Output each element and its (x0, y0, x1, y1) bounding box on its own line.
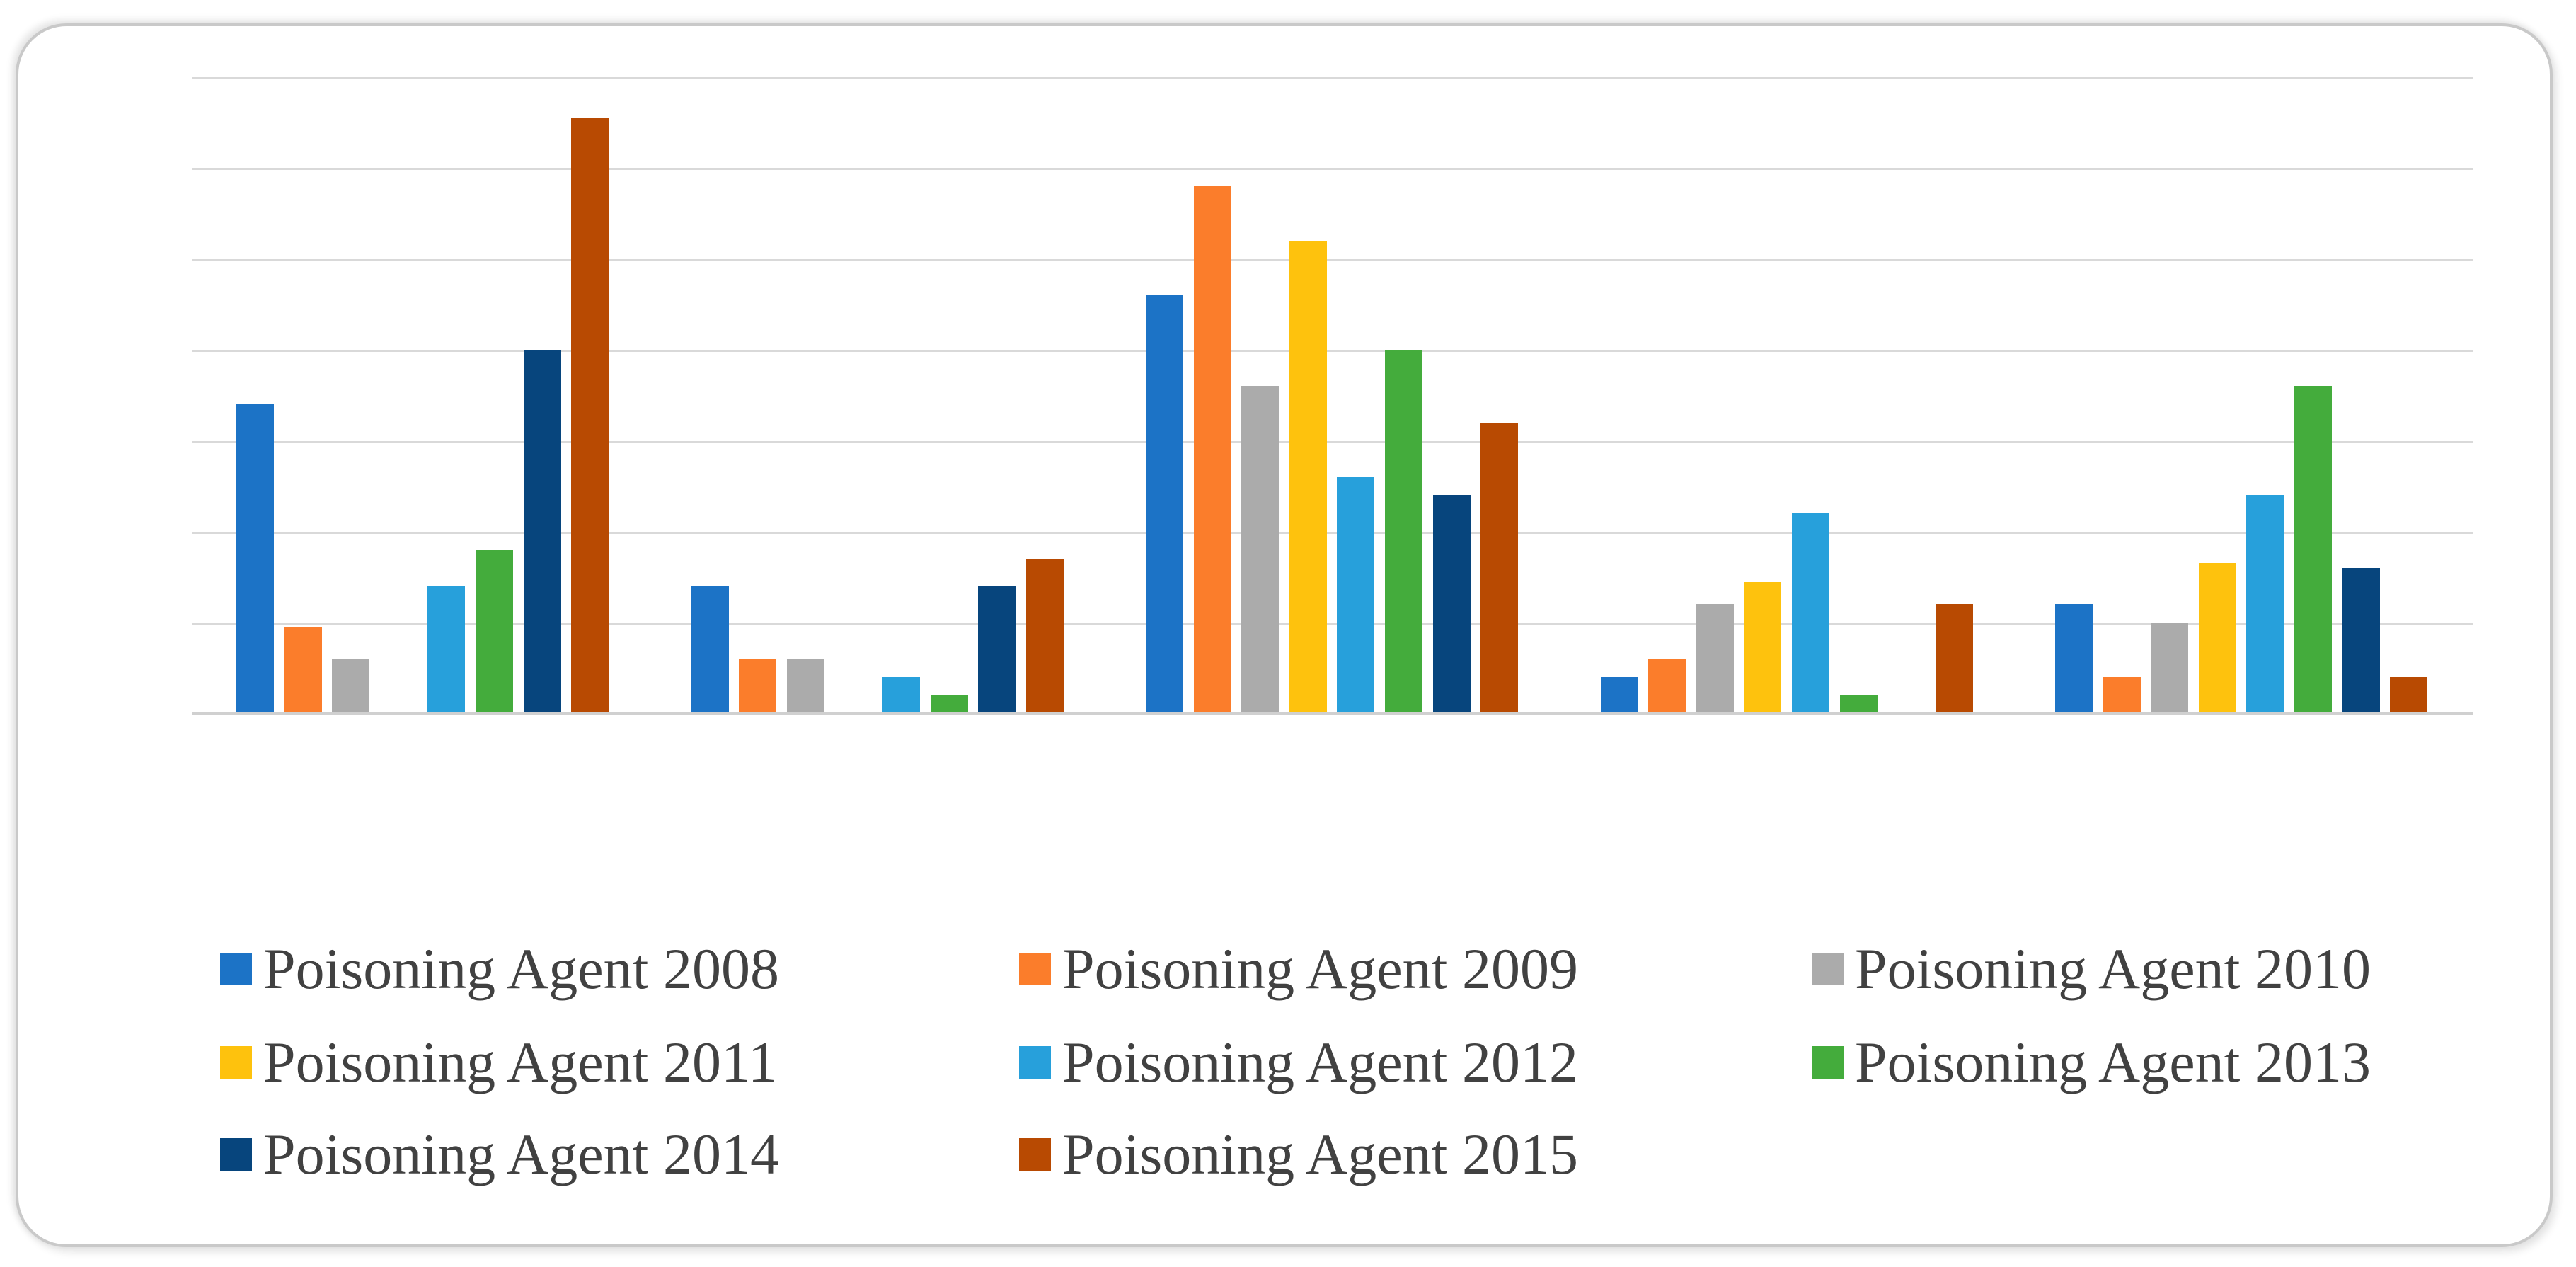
gridline (192, 622, 2473, 625)
bar-poisoning-agent-2015-group5 (2390, 677, 2428, 713)
legend-label: Poisoning Agent 2013 (1855, 1030, 2371, 1094)
bar-poisoning-agent-2010-group1 (332, 659, 370, 713)
legend-swatch-icon (1812, 953, 1844, 985)
bar-poisoning-agent-2010-group5 (2151, 623, 2189, 713)
bar-poisoning-agent-2008-group1 (236, 404, 274, 713)
legend-swatch-icon (1812, 1046, 1844, 1079)
legend-label: Poisoning Agent 2008 (263, 936, 779, 1001)
bar-poisoning-agent-2008-group4 (1600, 677, 1638, 713)
bar-poisoning-agent-2011-group5 (2198, 563, 2236, 713)
gridline (192, 532, 2473, 534)
bar-poisoning-agent-2010-group2 (786, 659, 824, 713)
legend-label: Poisoning Agent 2010 (1855, 936, 2371, 1001)
gridline (192, 258, 2473, 261)
bar-poisoning-agent-2009-group2 (739, 659, 777, 713)
gridline (192, 77, 2473, 79)
bar-poisoning-agent-2013-group4 (1839, 695, 1878, 713)
legend-item-poisoning-agent-2009: Poisoning Agent 2009 (1019, 937, 1578, 1001)
bar-poisoning-agent-2012-group4 (1791, 513, 1829, 713)
bar-poisoning-agent-2011-group4 (1744, 582, 1782, 713)
bar-poisoning-agent-2012-group2 (882, 677, 920, 713)
legend-label: Poisoning Agent 2012 (1062, 1030, 1578, 1094)
bar-poisoning-agent-2012-group1 (427, 586, 466, 713)
bar-poisoning-agent-2013-group3 (1385, 350, 1422, 713)
bar-poisoning-agent-2010-group4 (1696, 604, 1734, 713)
legend-label: Poisoning Agent 2009 (1062, 936, 1578, 1001)
bar-poisoning-agent-2015-group3 (1480, 423, 1519, 713)
legend-swatch-icon (1019, 1138, 1051, 1171)
legend-item-poisoning-agent-2014: Poisoning Agent 2014 (220, 1123, 779, 1186)
bar-poisoning-agent-2008-group2 (691, 586, 729, 713)
bar-poisoning-agent-2009-group5 (2103, 677, 2141, 713)
bar-poisoning-agent-2015-group4 (1935, 604, 1973, 713)
gridline (192, 350, 2473, 352)
legend-item-poisoning-agent-2011: Poisoning Agent 2011 (220, 1031, 777, 1094)
bar-poisoning-agent-2014-group1 (523, 350, 561, 713)
bar-poisoning-agent-2008-group5 (2055, 604, 2093, 713)
legend-label: Poisoning Agent 2011 (263, 1030, 777, 1094)
bar-poisoning-agent-2009-group3 (1193, 186, 1231, 713)
bar-poisoning-agent-2013-group1 (476, 550, 513, 713)
bar-poisoning-agent-2009-group1 (284, 627, 322, 713)
legend-label: Poisoning Agent 2014 (263, 1122, 779, 1186)
legend-item-poisoning-agent-2013: Poisoning Agent 2013 (1812, 1031, 2371, 1094)
bar-poisoning-agent-2011-group3 (1289, 241, 1327, 713)
plot-area (192, 77, 2473, 715)
legend-swatch-icon (220, 953, 252, 985)
legend-item-poisoning-agent-2008: Poisoning Agent 2008 (220, 937, 779, 1001)
bar-poisoning-agent-2012-group3 (1337, 477, 1375, 713)
gridline (192, 440, 2473, 443)
bar-poisoning-agent-2014-group3 (1432, 495, 1471, 713)
gridline (192, 168, 2473, 171)
legend-swatch-icon (220, 1138, 252, 1171)
legend-item-poisoning-agent-2015: Poisoning Agent 2015 (1019, 1123, 1578, 1186)
x-axis-line (192, 712, 2473, 715)
bar-poisoning-agent-2009-group4 (1648, 659, 1686, 713)
bar-poisoning-agent-2015-group2 (1025, 559, 1064, 713)
bar-poisoning-agent-2014-group5 (2342, 568, 2380, 713)
bar-poisoning-agent-2010-group3 (1241, 386, 1280, 713)
legend-swatch-icon (1019, 1046, 1051, 1079)
bar-poisoning-agent-2014-group2 (978, 586, 1016, 713)
bar-poisoning-agent-2013-group5 (2294, 386, 2332, 713)
legend-swatch-icon (1019, 953, 1051, 985)
legend-swatch-icon (220, 1046, 252, 1079)
legend-label: Poisoning Agent 2015 (1062, 1122, 1578, 1186)
bar-poisoning-agent-2013-group2 (930, 695, 968, 713)
bar-poisoning-agent-2008-group3 (1146, 295, 1183, 713)
legend-item-poisoning-agent-2010: Poisoning Agent 2010 (1812, 937, 2371, 1001)
bar-poisoning-agent-2015-group1 (571, 118, 609, 713)
bar-poisoning-agent-2012-group5 (2246, 495, 2284, 713)
legend-item-poisoning-agent-2012: Poisoning Agent 2012 (1019, 1031, 1578, 1094)
chart-card (16, 23, 2553, 1247)
